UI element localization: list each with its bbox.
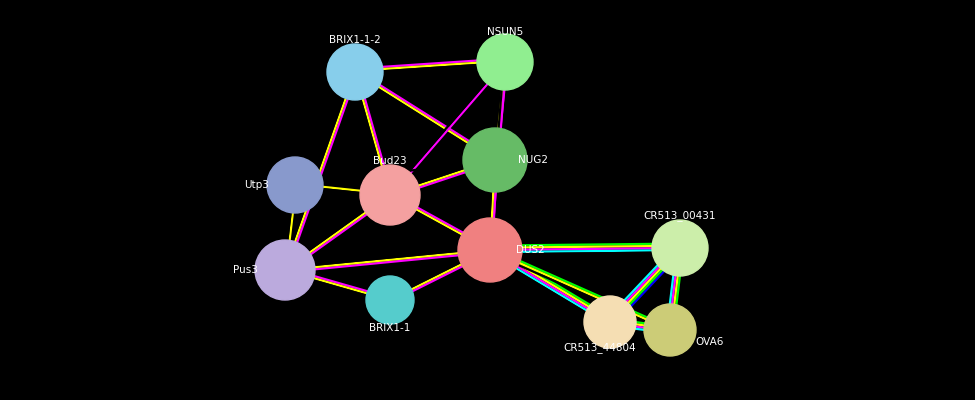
- Text: NUG2: NUG2: [518, 155, 548, 165]
- Text: BRIX1-1: BRIX1-1: [370, 323, 410, 333]
- Text: Pus3: Pus3: [233, 265, 257, 275]
- Text: CR513_00431: CR513_00431: [644, 210, 717, 222]
- Circle shape: [366, 276, 414, 324]
- Circle shape: [255, 240, 315, 300]
- Text: NSUN5: NSUN5: [487, 27, 524, 37]
- Circle shape: [463, 128, 527, 192]
- Text: BRIX1-1-2: BRIX1-1-2: [330, 35, 381, 45]
- Circle shape: [360, 165, 420, 225]
- Text: DUS2: DUS2: [516, 245, 544, 255]
- Circle shape: [644, 304, 696, 356]
- Circle shape: [458, 218, 522, 282]
- Circle shape: [267, 157, 323, 213]
- Text: Bud23: Bud23: [373, 156, 407, 166]
- Text: OVA6: OVA6: [696, 337, 724, 347]
- Text: CR513_44804: CR513_44804: [564, 342, 637, 354]
- Circle shape: [652, 220, 708, 276]
- Circle shape: [584, 296, 636, 348]
- Circle shape: [327, 44, 383, 100]
- Circle shape: [477, 34, 533, 90]
- Text: Utp3: Utp3: [245, 180, 269, 190]
